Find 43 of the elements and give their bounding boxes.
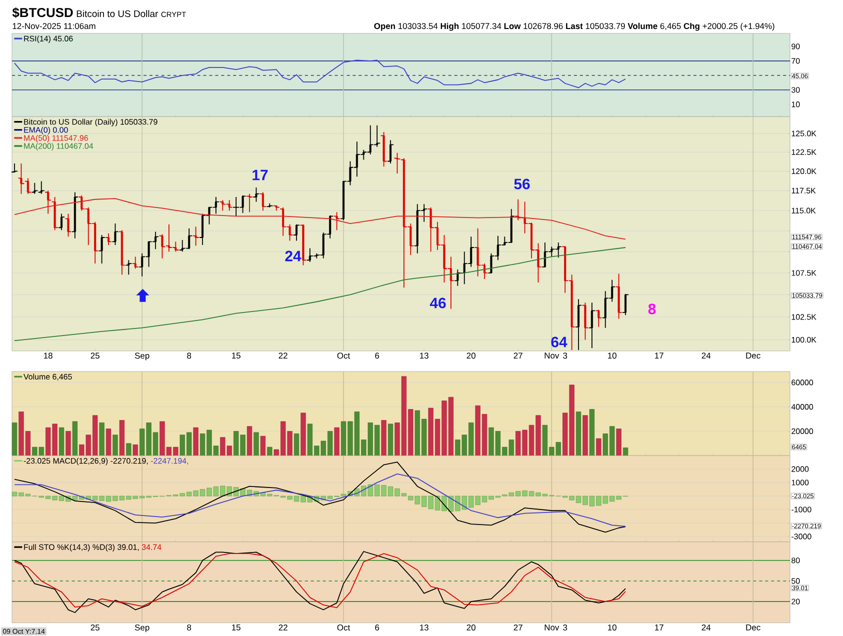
annotation: 8 (648, 304, 656, 314)
text: 12-Nov-2025 11:06am (12, 23, 96, 30)
x-tick-label: Sep (134, 624, 150, 632)
x-tick-label: 24 (702, 624, 711, 630)
annotation: 46 (430, 298, 446, 308)
annotation: 17 (252, 170, 268, 180)
x-tick-label: Nov (544, 352, 560, 359)
x-tick-label: 6 (375, 624, 380, 630)
x-tick-label: 15 (232, 624, 240, 630)
x-tick-label: 20 (466, 624, 476, 630)
x-tick-label: Nov (544, 624, 560, 630)
annotation: 24 (285, 250, 302, 262)
x-tick-label: 10 (608, 624, 616, 630)
x-tick-label: 25 (90, 624, 100, 630)
x-tick-label: 24 (702, 352, 711, 359)
text: Open 103033.54 High 105077.34 Low 102678.96 Last 105033.79 Volume 6,465 Chg +2000.25 (+1.94%) (374, 22, 774, 31)
x-tick-label: 15 (232, 352, 240, 359)
x-tick-label: Oct (337, 624, 350, 630)
x-tick-label: 22 (278, 624, 288, 630)
x-tick-label: 22 (278, 352, 288, 359)
x-tick-label: 20 (466, 352, 476, 359)
annotation: 64 (551, 336, 568, 348)
x-tick-label: 18 (44, 352, 52, 359)
x-tick-label: 3 (563, 624, 568, 630)
x-tick-label: 17 (655, 624, 664, 630)
x-tick-label: Sep (134, 352, 150, 360)
x-tick-label: 8 (187, 352, 192, 359)
x-tick-label: 27 (514, 624, 522, 630)
x-tick-label: 13 (420, 624, 428, 630)
x-tick-label: 13 (420, 352, 428, 359)
x-tick-label: Dec (746, 624, 760, 630)
x-tick-label: Dec (746, 352, 760, 359)
x-tick-label: 3 (563, 352, 568, 359)
annotation: 56 (514, 178, 530, 190)
chart-title: $BTCUSD (12, 7, 73, 18)
x-tick-label: 25 (90, 352, 100, 359)
chart-subtitle: Bitcoin to US Dollar (76, 10, 158, 18)
x-tick-label: 27 (514, 352, 522, 359)
x-tick-label: 6 (375, 352, 380, 359)
x-tick-label: Oct (337, 352, 350, 359)
x-tick-label: 8 (187, 624, 192, 630)
x-tick-label: 17 (655, 352, 664, 358)
x-tick-label: 10 (608, 352, 616, 359)
